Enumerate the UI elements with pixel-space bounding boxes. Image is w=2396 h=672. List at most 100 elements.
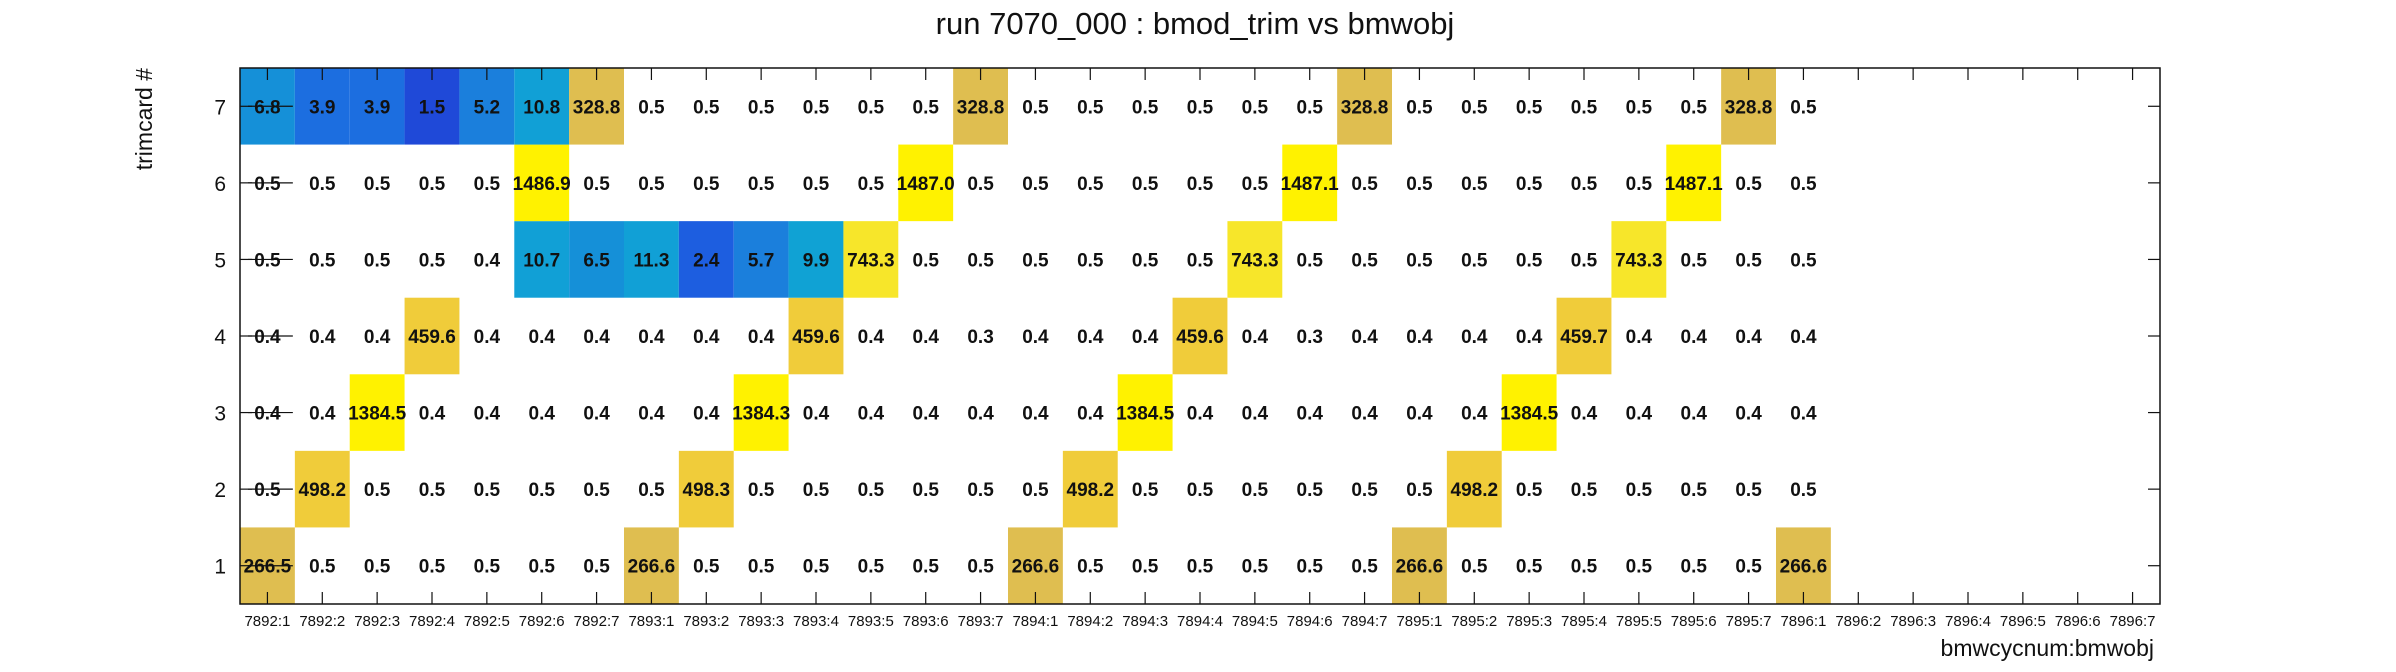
x-tick-label: 7893:2 (683, 613, 729, 630)
cell-value-label: 0.5 (419, 480, 446, 501)
chart-title: run 7070_000 : bmod_trim vs bmwobj (936, 6, 1455, 41)
cell-value-label: 0.5 (748, 174, 775, 195)
x-tick-label: 7894:3 (1122, 613, 1168, 630)
cell-value-label: 0.3 (967, 327, 993, 348)
x-axis-label: bmwcycnum:bmwobj (1941, 635, 2154, 661)
cell-value-label: 0.4 (803, 404, 830, 425)
cell-value-label: 0.4 (1735, 327, 1762, 348)
cell-value-label: 0.5 (693, 97, 720, 118)
cell-value-label: 743.3 (847, 250, 895, 271)
cell-value-label: 0.5 (529, 480, 556, 501)
cell-value-label: 0.5 (748, 480, 775, 501)
heatmap-cell (1008, 527, 1063, 604)
cell-value-label: 0.5 (1790, 250, 1817, 271)
cell-value-label: 0.5 (1406, 174, 1433, 195)
x-tick-label: 7892:6 (519, 613, 565, 630)
heatmap-cell (514, 68, 570, 145)
cell-value-label: 0.5 (638, 480, 665, 501)
cell-value-label: 0.4 (1461, 404, 1488, 425)
cell-value-label: 498.2 (1067, 480, 1115, 501)
cell-value-label: 0.4 (1406, 404, 1433, 425)
heatmap-cell (733, 221, 789, 298)
cell-value-label: 10.7 (523, 250, 560, 271)
cell-value-label: 0.5 (1187, 250, 1214, 271)
cell-value-label: 0.5 (1790, 174, 1817, 195)
x-tick-label: 7893:6 (903, 613, 949, 630)
x-tick-label: 7893:5 (848, 613, 894, 630)
x-tick-label: 7895:5 (1616, 613, 1662, 630)
cell-value-label: 0.5 (1516, 480, 1543, 501)
cell-value-label: 0.5 (1242, 557, 1269, 578)
x-tick-label: 7892:7 (574, 613, 620, 630)
cell-value-label: 0.5 (1461, 174, 1488, 195)
cell-value-label: 0.5 (1681, 557, 1708, 578)
heatmap-cell (1501, 374, 1557, 451)
cell-value-label: 0.5 (364, 250, 391, 271)
x-tick-label: 7892:2 (299, 613, 345, 630)
cell-value-label: 0.4 (1406, 327, 1433, 348)
cell-value-label: 0.5 (1242, 97, 1269, 118)
cell-value-label: 0.4 (913, 404, 940, 425)
cell-value-label: 0.5 (364, 174, 391, 195)
x-tick-label: 7896:2 (1835, 613, 1881, 630)
cell-value-label: 0.4 (309, 404, 336, 425)
heatmap-cell (1776, 527, 1831, 604)
heatmap-cell (1062, 450, 1118, 528)
cell-value-label: 1384.5 (348, 404, 407, 425)
cell-value-label: 328.8 (957, 97, 1005, 118)
heatmap-cell (624, 527, 679, 604)
cell-value-label: 0.5 (1681, 97, 1708, 118)
cell-value-label: 1486.9 (513, 174, 571, 195)
cell-value-label: 0.5 (474, 480, 501, 501)
heatmap-cell (459, 68, 515, 145)
heatmap-cell (678, 450, 734, 528)
cell-value-label: 0.5 (529, 557, 556, 578)
x-tick-label: 7893:7 (958, 613, 1004, 630)
cell-value-label: 0.5 (364, 480, 391, 501)
x-tick-label: 7894:6 (1287, 613, 1333, 630)
cell-value-label: 0.5 (693, 174, 720, 195)
cell-value-label: 743.3 (1231, 250, 1279, 271)
cell-value-label: 0.5 (913, 97, 940, 118)
cell-value-label: 0.5 (1022, 174, 1049, 195)
cell-value-label: 0.5 (1681, 480, 1708, 501)
cell-value-label: 0.4 (913, 327, 940, 348)
heatmap-cell (733, 374, 789, 451)
cell-value-label: 459.6 (408, 327, 456, 348)
cell-value-label: 0.5 (1077, 97, 1104, 118)
cell-value-label: 0.5 (1351, 174, 1378, 195)
cell-value-label: 0.5 (1297, 480, 1324, 501)
heatmap-cell (1556, 297, 1612, 375)
x-tick-label: 7896:7 (2110, 613, 2156, 630)
cell-value-label: 266.6 (1780, 557, 1828, 578)
cell-value-label: 266.6 (628, 557, 676, 578)
heatmap-cell (788, 221, 844, 298)
y-tick-label: 1 (214, 556, 226, 579)
cell-value-label: 0.5 (309, 174, 336, 195)
cell-value-label: 0.5 (1132, 174, 1159, 195)
heatmap-cell (953, 68, 1008, 145)
cell-value-label: 9.9 (803, 250, 829, 271)
cell-value-label: 0.4 (1626, 327, 1653, 348)
cell-value-label: 0.5 (1187, 480, 1214, 501)
cell-value-label: 0.5 (254, 480, 281, 501)
x-tick-label: 7896:1 (1780, 613, 1826, 630)
x-tick-label: 7894:7 (1342, 613, 1388, 630)
y-tick-label: 4 (214, 326, 226, 349)
x-tick-label: 7895:3 (1506, 613, 1552, 630)
cell-value-label: 0.4 (1242, 327, 1269, 348)
cell-value-label: 0.5 (1735, 557, 1762, 578)
cell-value-label: 0.5 (1132, 557, 1159, 578)
cell-value-label: 1384.5 (1116, 404, 1175, 425)
cell-value-label: 6.8 (254, 97, 280, 118)
cell-value-label: 0.4 (309, 327, 336, 348)
cell-value-label: 0.5 (967, 557, 994, 578)
cell-value-label: 0.5 (1022, 97, 1049, 118)
cell-value-label: 0.4 (1297, 404, 1324, 425)
cell-value-label: 3.9 (364, 97, 390, 118)
cell-value-label: 459.6 (1176, 327, 1224, 348)
y-tick-label: 3 (214, 403, 226, 426)
cell-value-label: 743.3 (1615, 250, 1663, 271)
cell-value-label: 0.4 (1242, 404, 1269, 425)
cell-value-label: 0.5 (1516, 250, 1543, 271)
